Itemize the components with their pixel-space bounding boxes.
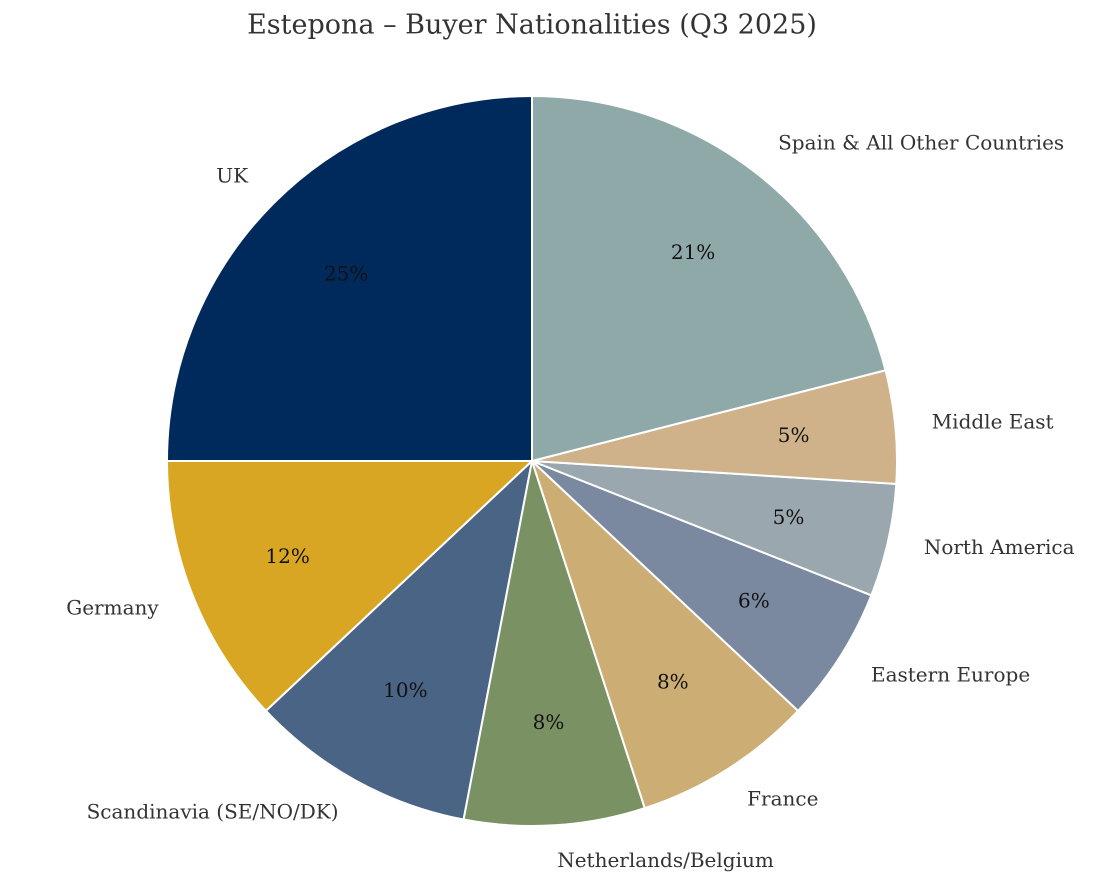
slice-label: France (747, 786, 818, 810)
percent-label: 12% (265, 544, 309, 568)
percent-label: 8% (657, 669, 689, 693)
percent-label: 10% (383, 678, 427, 702)
slice-label: Eastern Europe (871, 663, 1030, 687)
slice-label: Scandinavia (SE/NO/DK) (87, 799, 339, 823)
percent-label: 5% (778, 423, 810, 447)
pie-slice (462, 460, 647, 827)
slice-label: Spain & All Other Countries (778, 130, 1064, 154)
pie-slice (264, 458, 534, 821)
percent-label: 6% (738, 588, 770, 612)
chart-title: Estepona – Buyer Nationalities (Q3 2025) (247, 10, 817, 41)
slice-label: UK (216, 164, 249, 188)
slice-label: Netherlands/Belgium (557, 848, 774, 872)
pie-slice (531, 460, 800, 810)
percent-label: 5% (773, 505, 805, 529)
pie-slice (165, 460, 535, 713)
slice-label: North America (924, 535, 1075, 559)
pie-slice (531, 94, 887, 463)
percent-label: 8% (533, 710, 565, 734)
slice-label: Germany (66, 595, 159, 619)
percent-label: 21% (671, 240, 715, 264)
slice-label: Middle East (932, 410, 1054, 434)
pie-slice (165, 94, 533, 462)
pie-slice (531, 460, 873, 713)
percent-label: 25% (324, 262, 368, 286)
